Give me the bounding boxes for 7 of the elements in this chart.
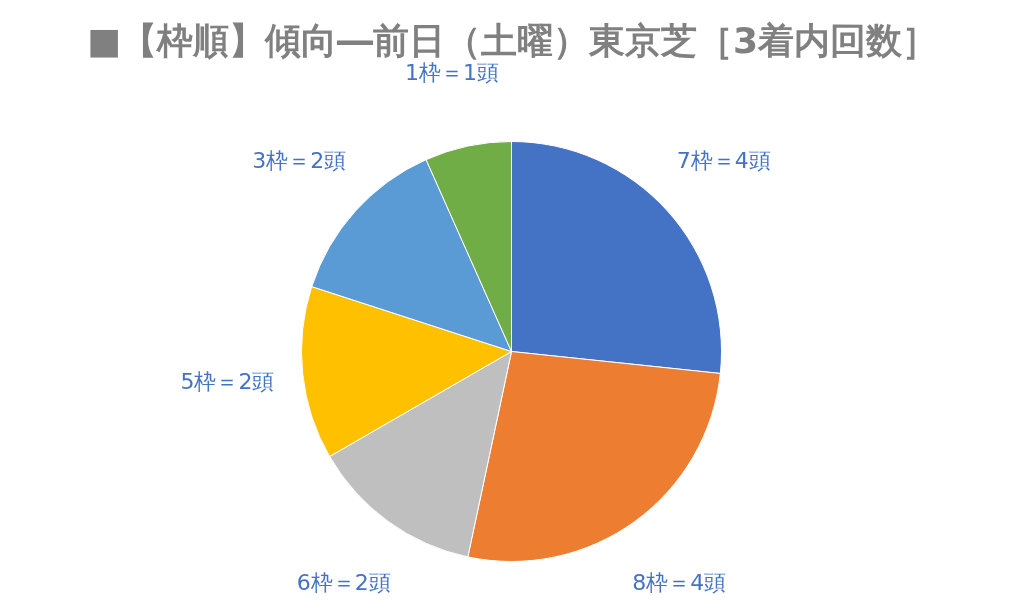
slice-label: 8枠＝4頭 — [632, 570, 727, 596]
slice-label: 3枠＝2頭 — [252, 147, 347, 173]
chart-title: ■【枠順】傾向―前日（土曜）東京芝［3着内回数］ — [86, 20, 939, 61]
slice-label: 7枠＝4頭 — [676, 147, 771, 173]
slice-label: 1枠＝1頭 — [405, 59, 500, 85]
slice-label: 6枠＝2頭 — [296, 570, 391, 596]
slice-label: 5枠＝2頭 — [180, 368, 275, 394]
